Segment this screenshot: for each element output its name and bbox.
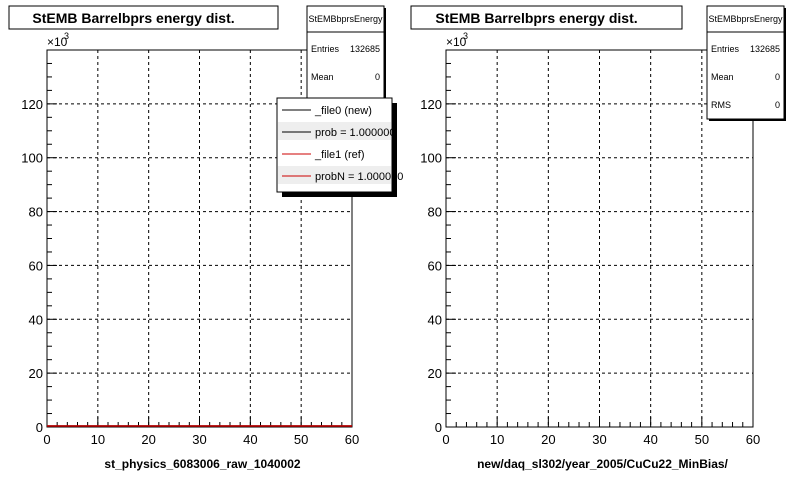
chart-panel-1: 0 10 20 30 40 50 60 0 20 40 60 80 100 120 ×103 st_physi… [8, 5, 403, 471]
x-tick-label: 50 [695, 432, 709, 447]
x-axis-title: new/daq_sl302/year_2005/CuCu22_MinBias/ [477, 457, 728, 471]
legend-entry: prob = 1.000000 [315, 127, 395, 139]
y-tick-label: 60 [428, 258, 442, 273]
title-box [8, 5, 279, 30]
y-tick-label: 80 [29, 205, 43, 220]
stats-box-name: StEMBbprsEnergy [308, 14, 383, 24]
stats-mean-value: 0 [375, 72, 380, 82]
chart-panel-2: 0 10 20 30 40 50 60 0 20 40 60 80 100 120 ×103 new/daq_… [410, 5, 786, 471]
y-tick-label: 40 [428, 312, 442, 327]
x-tick-label: 0 [43, 432, 50, 447]
y-tick-label: 40 [29, 312, 43, 327]
stats-rms-label: RMS [711, 100, 731, 110]
y-tick-label: 20 [29, 366, 43, 381]
y-tick-label: 80 [428, 205, 442, 220]
x-tick-label: 10 [91, 432, 105, 447]
y-multiplier-exponent: 3 [64, 31, 69, 41]
y-multiplier-label: ×10 [47, 35, 68, 49]
x-tick-label: 40 [243, 432, 257, 447]
x-tick-label: 60 [746, 432, 760, 447]
chart-title: StEMB Barrelbprs energy dist. [435, 10, 637, 26]
stats-box [306, 5, 385, 102]
legend-entry: _file0 (new) [314, 105, 372, 117]
y-tick-label: 120 [21, 97, 43, 112]
legend-entry: _file1 (ref) [314, 149, 365, 161]
legend-row-bg [278, 166, 391, 184]
chart-title: StEMB Barrelbprs energy dist. [32, 10, 234, 26]
x-tick-label: 10 [490, 432, 504, 447]
stats-box [706, 5, 785, 120]
x-tick-label: 0 [442, 432, 449, 447]
y-tick-label: 0 [435, 420, 442, 435]
stats-mean-value: 0 [775, 72, 780, 82]
x-tick-label: 40 [643, 432, 657, 447]
y-tick-label: 120 [420, 97, 442, 112]
stats-entries-label: Entries [311, 44, 340, 54]
y-tick-label: 100 [420, 151, 442, 166]
legend: _file0 (new) prob = 1.000000 _file1 (ref) p… [276, 97, 403, 197]
x-tick-label: 20 [141, 432, 155, 447]
legend-entry: probN = 1.000000 [315, 171, 403, 183]
stats-box-name: StEMBbprsEnergy [708, 14, 783, 24]
stats-rms-value: 0 [775, 100, 780, 110]
x-tick-label: 30 [592, 432, 606, 447]
stats-entries-value: 132685 [350, 44, 380, 54]
stats-entries-value: 132685 [750, 44, 780, 54]
y-tick-label: 60 [29, 258, 43, 273]
x-tick-label: 30 [192, 432, 206, 447]
y-tick-label: 100 [21, 151, 43, 166]
y-multiplier-label: ×10 [446, 35, 467, 49]
y-tick-label: 0 [36, 420, 43, 435]
title-box [410, 5, 683, 30]
stats-mean-label: Mean [711, 72, 734, 82]
x-tick-label: 50 [294, 432, 308, 447]
x-tick-label: 60 [345, 432, 359, 447]
legend-row-bg [278, 122, 391, 140]
y-multiplier-exponent: 3 [463, 31, 468, 41]
y-tick-label: 20 [428, 366, 442, 381]
stats-mean-label: Mean [311, 72, 334, 82]
stats-entries-label: Entries [711, 44, 740, 54]
x-axis-title: st_physics_6083006_raw_1040002 [104, 457, 300, 471]
x-tick-label: 20 [541, 432, 555, 447]
